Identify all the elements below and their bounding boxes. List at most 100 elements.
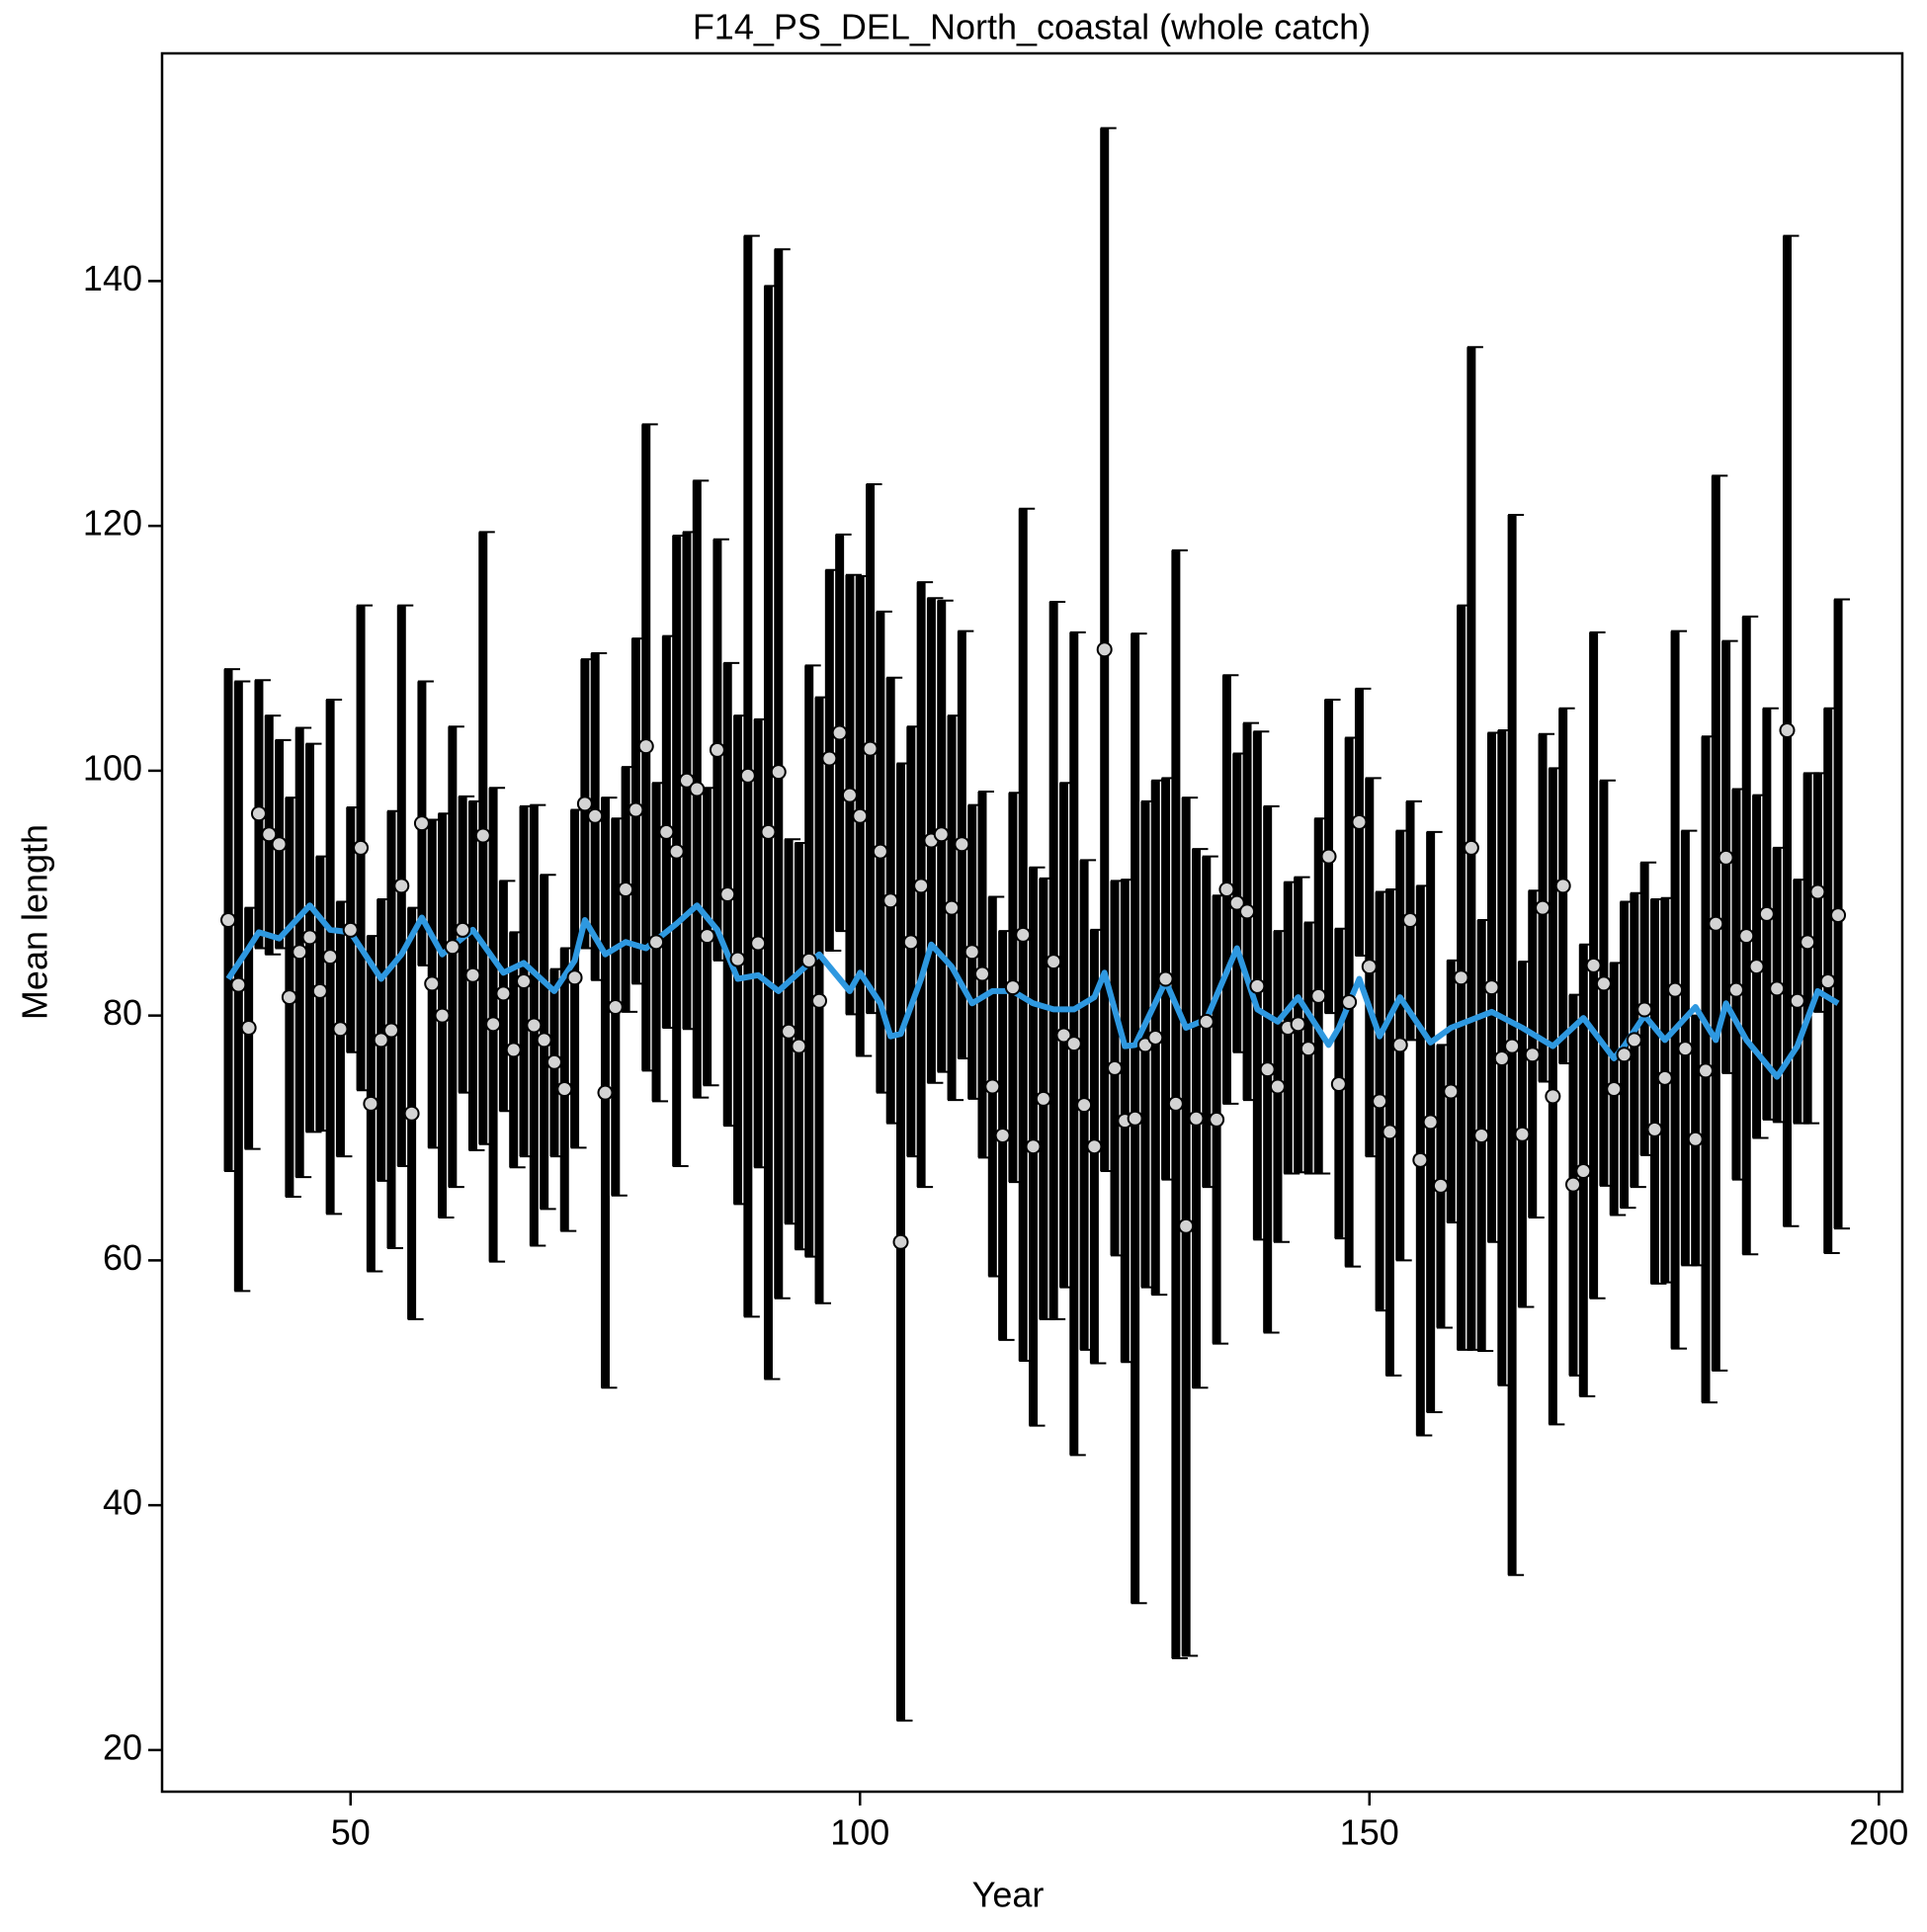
data-point (1167, 1095, 1184, 1112)
data-point (607, 998, 624, 1015)
data-point (1188, 1110, 1205, 1127)
data-point (1065, 1036, 1082, 1052)
data-point (709, 741, 725, 758)
data-point (800, 952, 817, 968)
data-point (1025, 1138, 1042, 1155)
data-point (1096, 641, 1113, 658)
data-point (1443, 1083, 1460, 1100)
data-point (545, 1053, 562, 1070)
data-point (1769, 980, 1786, 997)
data-point (699, 928, 715, 945)
y-tick-label: 80 (103, 992, 142, 1033)
data-point (576, 796, 593, 812)
data-point (1524, 1047, 1541, 1063)
data-point (1585, 957, 1602, 973)
data-point (1035, 1090, 1051, 1107)
data-point (240, 1020, 257, 1037)
data-point (382, 1022, 399, 1039)
chart-title: F14_PS_DEL_North_coastal (whole catch) (693, 7, 1371, 47)
data-point (1372, 1093, 1388, 1110)
data-point (648, 934, 665, 951)
data-point (1382, 1124, 1398, 1140)
data-point (1575, 1162, 1592, 1179)
data-point (862, 740, 879, 757)
data-point (1554, 878, 1571, 894)
data-point (618, 882, 634, 898)
data-point (770, 764, 787, 781)
data-point (1341, 994, 1358, 1011)
data-point (424, 975, 441, 992)
y-tick-label: 60 (103, 1237, 142, 1278)
y-tick-label: 20 (103, 1726, 142, 1767)
data-point (1626, 1032, 1642, 1049)
data-point (1830, 907, 1847, 924)
data-point (1269, 1078, 1286, 1095)
data-point (1646, 1121, 1663, 1137)
data-point (1809, 883, 1826, 900)
data-point (1412, 1151, 1429, 1168)
data-point (1463, 839, 1479, 856)
data-point (261, 826, 278, 843)
data-point (363, 1095, 379, 1112)
y-tick-label: 140 (83, 258, 142, 298)
data-point (902, 934, 919, 951)
data-point (1493, 1050, 1510, 1066)
data-point (495, 985, 512, 1002)
data-point (1514, 1126, 1531, 1142)
data-point (464, 966, 481, 983)
data-point (342, 921, 359, 938)
data-point (1391, 1037, 1408, 1053)
data-point (455, 921, 471, 938)
data-point (1564, 1176, 1581, 1193)
data-point (1086, 1138, 1103, 1155)
data-point (322, 949, 339, 966)
data-point (1636, 1001, 1653, 1018)
data-point (1698, 1062, 1715, 1079)
data-point (1178, 1218, 1195, 1234)
data-point (1789, 992, 1805, 1009)
data-point (281, 989, 297, 1006)
data-point (526, 1017, 543, 1034)
data-point (230, 976, 247, 993)
data-point (413, 815, 430, 832)
data-point (954, 836, 970, 853)
data-point (811, 992, 828, 1009)
data-point (1351, 813, 1368, 830)
data-point (1595, 975, 1612, 992)
data-point (852, 807, 869, 824)
data-point (1259, 1061, 1276, 1078)
x-tick-label: 150 (1340, 1812, 1399, 1853)
smooth-line (225, 902, 1840, 1080)
data-point (821, 750, 838, 767)
data-point (973, 966, 990, 982)
data-point (434, 1007, 451, 1024)
data-point (1310, 987, 1327, 1004)
data-point (668, 843, 685, 860)
data-point (1483, 979, 1500, 996)
data-point (353, 839, 370, 856)
data-point (1667, 981, 1684, 998)
data-point (1361, 959, 1378, 975)
data-point (1228, 894, 1245, 911)
x-tick-label: 50 (331, 1812, 371, 1853)
data-point (1239, 903, 1256, 920)
data-point (1004, 979, 1021, 996)
data-point (1432, 1177, 1449, 1194)
data-point (892, 1233, 909, 1250)
data-point (220, 912, 237, 929)
data-point (984, 1078, 1001, 1095)
data-point (750, 935, 767, 952)
data-point (1708, 915, 1724, 932)
data-point (373, 1032, 389, 1049)
data-point (994, 1128, 1011, 1144)
data-point (1127, 1110, 1143, 1127)
data-point (444, 939, 461, 956)
data-point (587, 807, 604, 824)
data-point (505, 1042, 522, 1058)
data-point (271, 836, 288, 853)
data-point (566, 969, 583, 986)
data-point (1758, 905, 1775, 922)
data-point (1147, 1029, 1164, 1046)
data-point (1218, 882, 1235, 898)
